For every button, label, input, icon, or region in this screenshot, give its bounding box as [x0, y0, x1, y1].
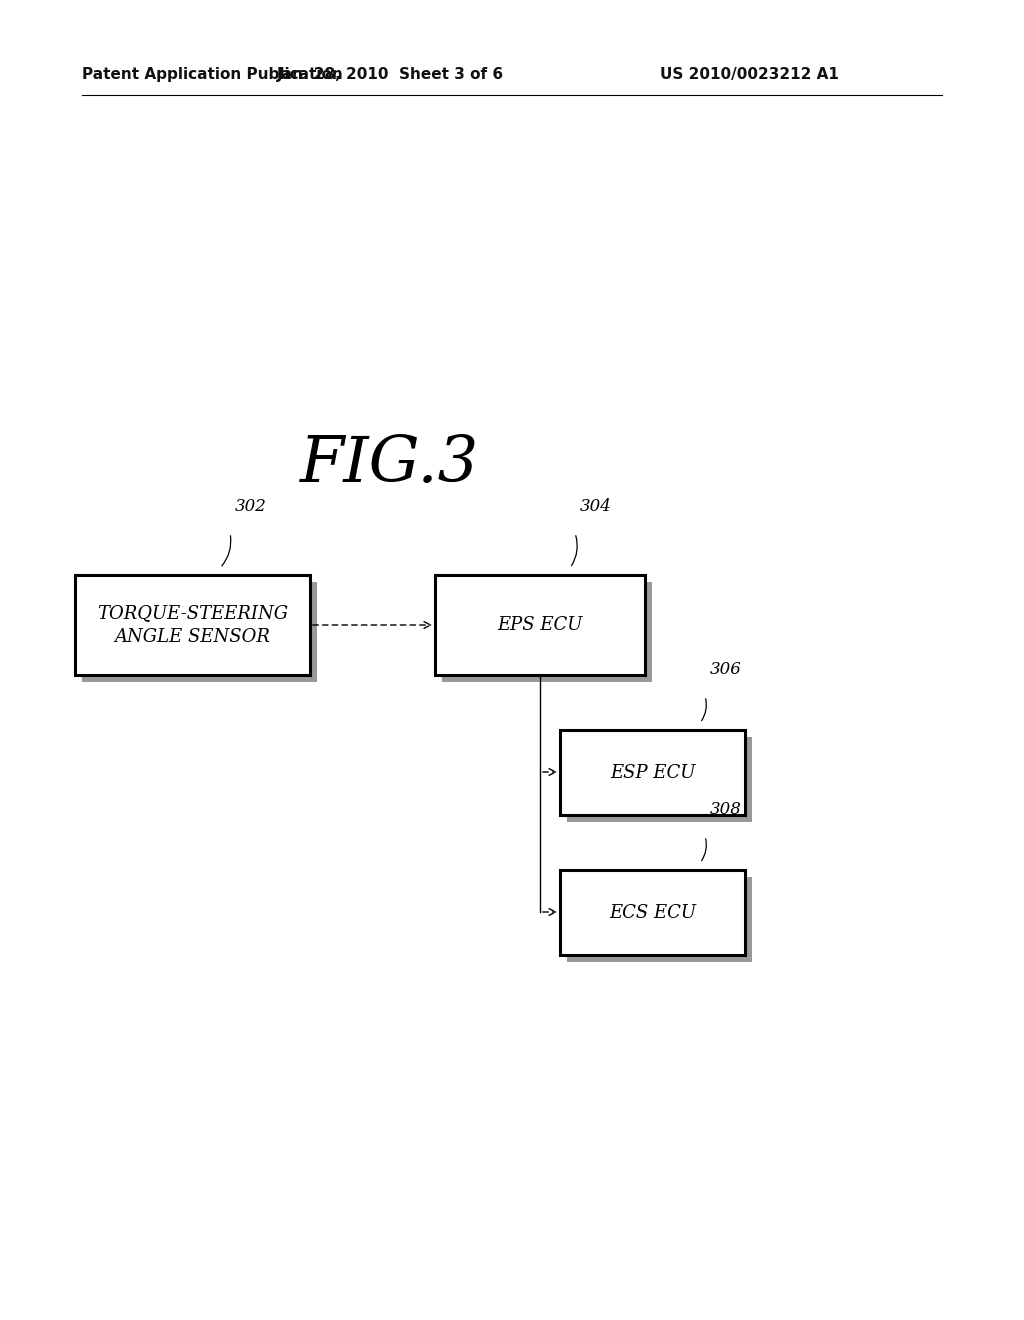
Bar — [435, 576, 645, 675]
Text: ESP ECU: ESP ECU — [610, 763, 695, 781]
Text: EPS ECU: EPS ECU — [498, 616, 583, 634]
Text: ECS ECU: ECS ECU — [609, 903, 696, 921]
Bar — [75, 576, 310, 675]
Bar — [567, 876, 752, 962]
Bar — [560, 870, 745, 954]
Text: Patent Application Publication: Patent Application Publication — [82, 67, 343, 82]
Text: Jan. 28, 2010  Sheet 3 of 6: Jan. 28, 2010 Sheet 3 of 6 — [276, 67, 504, 82]
Bar — [82, 582, 317, 682]
Text: TORQUE-STEERING
ANGLE SENSOR: TORQUE-STEERING ANGLE SENSOR — [97, 605, 288, 645]
Bar — [567, 737, 752, 822]
Bar — [442, 582, 652, 682]
Text: 304: 304 — [580, 498, 612, 515]
Bar — [560, 730, 745, 814]
Text: FIG.3: FIG.3 — [300, 434, 479, 496]
Text: US 2010/0023212 A1: US 2010/0023212 A1 — [660, 67, 839, 82]
Text: 302: 302 — [234, 498, 267, 515]
Text: 308: 308 — [710, 801, 741, 818]
Text: 306: 306 — [710, 661, 741, 678]
